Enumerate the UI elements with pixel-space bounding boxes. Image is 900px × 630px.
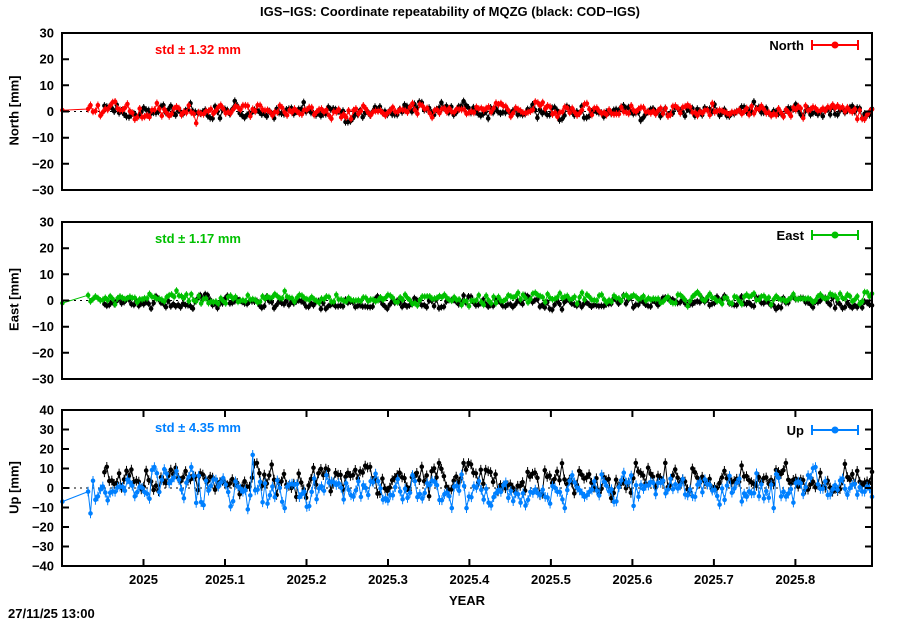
x-tick-label: 2025.5 bbox=[531, 572, 571, 587]
axis-ticks bbox=[62, 221, 872, 380]
y-tick-label: 10 bbox=[40, 267, 54, 282]
x-tick-label: 2025 bbox=[129, 572, 158, 587]
series-markers bbox=[60, 452, 875, 516]
y-tick-label: −30 bbox=[32, 539, 54, 554]
series-markers bbox=[60, 288, 875, 309]
x-tick-label: 2025.1 bbox=[205, 572, 245, 587]
x-tick-label: 2025.8 bbox=[776, 572, 816, 587]
std-annotation-up: std ± 4.35 mm bbox=[155, 420, 241, 435]
x-tick-label: 2025.2 bbox=[287, 572, 327, 587]
y-axis-label-east: East [mm] bbox=[6, 268, 22, 331]
panel-north: 30 20 10 0 −10 −20 −30 bbox=[32, 26, 875, 198]
x-tick-label: 2025.3 bbox=[368, 572, 408, 587]
y-tick-label: −20 bbox=[32, 345, 54, 360]
axis-ticks bbox=[62, 409, 872, 567]
y-tick-label: −20 bbox=[32, 156, 54, 171]
y-axis-label-up: Up [mm] bbox=[6, 461, 22, 514]
legend-sample-north bbox=[811, 40, 859, 50]
y-tick-label: 20 bbox=[40, 241, 54, 256]
y-tick-label: −10 bbox=[32, 500, 54, 515]
plot-timestamp: 27/11/25 13:00 bbox=[8, 606, 95, 621]
x-tick-label: 2025.4 bbox=[450, 572, 491, 587]
y-tick-label: 30 bbox=[40, 215, 54, 230]
x-tick-label: 2025.7 bbox=[694, 572, 734, 587]
legend-point-icon bbox=[831, 41, 839, 49]
y-tick-label: −40 bbox=[32, 559, 54, 574]
legend-label-up: Up bbox=[786, 423, 804, 438]
y-tick-label: 0 bbox=[47, 481, 54, 496]
y-tick-label: 30 bbox=[40, 26, 54, 41]
legend-point-icon bbox=[831, 426, 839, 434]
panel-east: 30 20 10 0 −10 −20 −30 bbox=[32, 215, 875, 387]
legend-label-north: North bbox=[769, 38, 804, 53]
y-tick-label: 40 bbox=[40, 403, 54, 418]
y-tick-label: −20 bbox=[32, 520, 54, 535]
chart-title: IGS−IGS: Coordinate repeatability of MQZ… bbox=[260, 4, 640, 19]
series-markers bbox=[60, 99, 875, 126]
x-axis-label: YEAR bbox=[448, 593, 486, 608]
panel-up: 40 30 20 10 0 −10 −20 −30 −40 2025 2025.1 2025.2 202… bbox=[32, 403, 875, 587]
y-tick-label: 10 bbox=[40, 78, 54, 93]
y-tick-label: 20 bbox=[40, 52, 54, 67]
legend-label-east: East bbox=[776, 228, 804, 243]
y-tick-label: −10 bbox=[32, 319, 54, 334]
y-tick-label: 30 bbox=[40, 422, 54, 437]
legend-sample-east bbox=[811, 230, 859, 240]
std-annotation-east: std ± 1.17 mm bbox=[155, 231, 241, 246]
y-tick-label: 20 bbox=[40, 442, 54, 457]
y-tick-label: 10 bbox=[40, 461, 54, 476]
legend-point-icon bbox=[831, 231, 839, 239]
y-tick-label: −30 bbox=[32, 372, 54, 387]
legend-sample-up bbox=[811, 425, 859, 435]
y-tick-label: 0 bbox=[47, 293, 54, 308]
y-tick-label: −30 bbox=[32, 183, 54, 198]
y-tick-label: −10 bbox=[32, 130, 54, 145]
y-tick-label: 0 bbox=[47, 104, 54, 119]
x-tick-label: 2025.6 bbox=[613, 572, 653, 587]
std-annotation-north: std ± 1.32 mm bbox=[155, 42, 241, 57]
y-axis-label-north: North [mm] bbox=[6, 75, 22, 146]
axis-ticks bbox=[62, 32, 872, 191]
